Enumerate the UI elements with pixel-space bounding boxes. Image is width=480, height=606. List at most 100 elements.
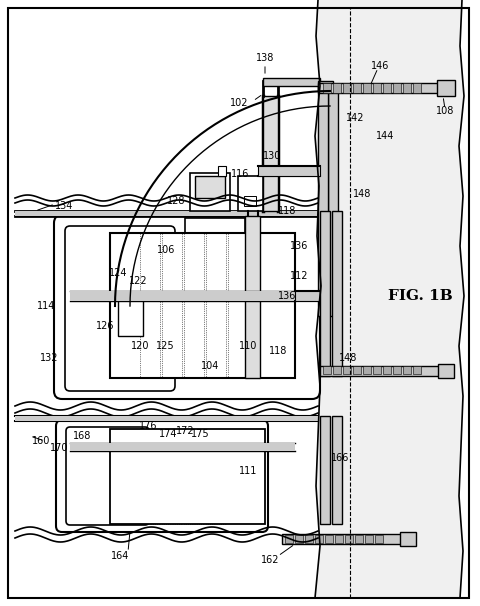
Bar bbox=[333, 83, 341, 93]
Bar bbox=[365, 535, 373, 543]
Bar bbox=[282, 534, 402, 544]
Bar bbox=[355, 535, 363, 543]
Bar bbox=[383, 366, 391, 374]
Text: 160: 160 bbox=[32, 436, 50, 446]
Text: 148: 148 bbox=[339, 353, 357, 363]
Bar bbox=[185, 218, 245, 256]
Bar bbox=[373, 83, 381, 93]
Bar bbox=[245, 216, 260, 378]
Bar bbox=[118, 296, 143, 336]
Bar bbox=[403, 366, 411, 374]
Text: 104: 104 bbox=[201, 361, 219, 371]
Bar bbox=[110, 429, 265, 524]
Text: 118: 118 bbox=[278, 206, 296, 216]
Bar bbox=[263, 78, 320, 86]
Text: 108: 108 bbox=[436, 106, 454, 116]
Text: 120: 120 bbox=[131, 341, 149, 351]
Bar bbox=[400, 532, 416, 546]
Bar bbox=[195, 176, 225, 198]
Text: 124: 124 bbox=[108, 268, 127, 278]
Bar bbox=[184, 429, 204, 524]
Bar bbox=[363, 83, 371, 93]
Bar bbox=[335, 535, 343, 543]
Text: 122: 122 bbox=[129, 276, 147, 286]
Bar bbox=[70, 443, 295, 451]
Text: 132: 132 bbox=[39, 353, 58, 363]
Text: 168: 168 bbox=[73, 431, 91, 441]
Bar bbox=[383, 83, 391, 93]
Bar bbox=[323, 83, 331, 93]
Bar bbox=[318, 81, 333, 91]
Text: 142: 142 bbox=[346, 113, 364, 123]
Bar bbox=[263, 96, 278, 211]
Bar bbox=[373, 366, 381, 374]
Text: 125: 125 bbox=[156, 341, 174, 351]
Bar bbox=[110, 233, 295, 378]
Bar bbox=[345, 535, 353, 543]
Text: 146: 146 bbox=[371, 61, 389, 71]
Bar bbox=[325, 535, 333, 543]
Bar bbox=[70, 291, 295, 301]
Bar bbox=[305, 535, 313, 543]
Bar bbox=[353, 366, 361, 374]
Text: 176: 176 bbox=[139, 421, 157, 431]
Text: 114: 114 bbox=[36, 301, 55, 311]
Bar bbox=[343, 83, 351, 93]
Text: 174: 174 bbox=[159, 429, 177, 439]
Bar bbox=[258, 166, 320, 176]
Text: 110: 110 bbox=[239, 341, 257, 351]
Bar bbox=[438, 364, 454, 378]
Bar bbox=[323, 366, 331, 374]
Bar bbox=[206, 233, 226, 378]
Bar bbox=[413, 366, 421, 374]
Bar bbox=[320, 211, 330, 376]
Bar bbox=[437, 80, 455, 96]
Bar bbox=[206, 429, 226, 524]
Text: 138: 138 bbox=[256, 53, 274, 63]
Bar bbox=[184, 233, 204, 378]
Bar bbox=[328, 86, 338, 316]
Text: 172: 172 bbox=[176, 426, 194, 436]
Bar bbox=[375, 535, 383, 543]
Bar bbox=[413, 83, 421, 93]
Bar bbox=[228, 233, 248, 378]
Bar bbox=[318, 86, 328, 316]
Text: 166: 166 bbox=[331, 453, 349, 463]
Text: 112: 112 bbox=[289, 271, 308, 281]
Bar bbox=[320, 366, 440, 376]
Text: 111: 111 bbox=[239, 466, 257, 476]
Text: 164: 164 bbox=[111, 551, 129, 561]
Bar bbox=[332, 416, 342, 524]
Text: 162: 162 bbox=[261, 555, 279, 565]
Bar bbox=[363, 366, 371, 374]
Text: 102: 102 bbox=[229, 98, 248, 108]
Bar bbox=[393, 366, 401, 374]
Bar bbox=[162, 429, 182, 524]
Bar bbox=[320, 416, 330, 524]
Bar bbox=[15, 416, 318, 421]
Polygon shape bbox=[315, 0, 464, 598]
Bar bbox=[315, 535, 323, 543]
Text: 126: 126 bbox=[96, 321, 114, 331]
Bar bbox=[15, 211, 318, 216]
Bar bbox=[333, 366, 341, 374]
Bar bbox=[393, 83, 401, 93]
Bar bbox=[285, 535, 293, 543]
Bar bbox=[162, 233, 182, 378]
Text: 116: 116 bbox=[231, 169, 249, 179]
Text: 170: 170 bbox=[49, 443, 68, 453]
Text: 136: 136 bbox=[289, 241, 308, 251]
Bar bbox=[403, 83, 411, 93]
Bar bbox=[244, 196, 256, 206]
Bar bbox=[318, 83, 438, 93]
Text: 144: 144 bbox=[376, 131, 394, 141]
Bar bbox=[218, 166, 226, 176]
Text: FIG. 1B: FIG. 1B bbox=[388, 289, 452, 303]
Bar bbox=[295, 535, 303, 543]
Text: 175: 175 bbox=[191, 429, 209, 439]
Bar bbox=[140, 429, 160, 524]
Bar bbox=[353, 83, 361, 93]
Text: 136: 136 bbox=[277, 291, 296, 301]
Text: 106: 106 bbox=[156, 245, 175, 255]
Text: 130: 130 bbox=[263, 151, 281, 161]
